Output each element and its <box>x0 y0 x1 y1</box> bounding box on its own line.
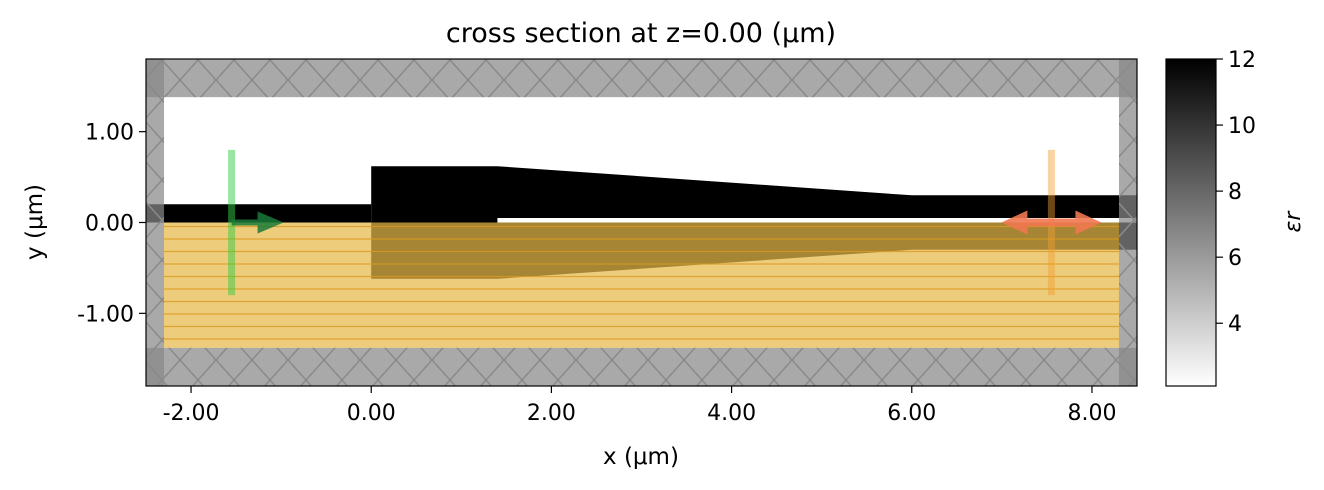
pml-bottom-hatch <box>146 347 1137 386</box>
colorbar-label: εr <box>1281 210 1306 233</box>
y-axis-label: y (μm) <box>22 184 48 260</box>
x-axis-label: x (μm) <box>603 444 679 470</box>
substrate-overlay <box>164 222 1119 348</box>
x-tick-label: 6.00 <box>887 401 936 426</box>
monitor-direction-arrow <box>1001 210 1102 235</box>
colorbar-gradient <box>1165 58 1217 387</box>
x-tick-label: 4.00 <box>707 401 756 426</box>
colorbar-tick-label: 8 <box>1228 180 1242 205</box>
source-direction-arrow <box>231 211 284 234</box>
plot-area <box>146 59 1137 386</box>
y-tick-label: 1.00 <box>85 121 134 146</box>
pml-right-hatch <box>1118 59 1137 386</box>
pml-regions <box>146 59 1137 386</box>
x-axis: -2.00 0.00 2.00 4.00 6.00 8.00 <box>163 386 1116 426</box>
colorbar-tick-label: 6 <box>1228 246 1242 271</box>
colorbar: 12 10 8 6 4 εr <box>1165 48 1306 387</box>
structure-slot-gap <box>497 218 1137 223</box>
colorbar-tick-label: 4 <box>1228 312 1242 337</box>
overlays <box>164 222 1119 348</box>
pml-left-hatch <box>146 59 165 386</box>
x-tick-label: 8.00 <box>1067 401 1116 426</box>
x-tick-label: 0.00 <box>347 401 396 426</box>
x-tick-label: -2.00 <box>163 401 220 426</box>
y-axis: 1.00 0.00 -1.00 <box>77 121 146 327</box>
chart-title: cross section at z=0.00 (μm) <box>446 18 836 49</box>
sources-monitors <box>228 149 1102 296</box>
pml-top-hatch <box>146 59 1137 98</box>
x-tick-label: 2.00 <box>527 401 576 426</box>
colorbar-tick-label: 10 <box>1228 114 1256 139</box>
y-tick-label: -1.00 <box>77 302 134 327</box>
y-tick-label: 0.00 <box>85 212 134 237</box>
colorbar-ticks: 12 10 8 6 4 <box>1216 48 1256 337</box>
colorbar-tick-label: 12 <box>1228 48 1256 73</box>
